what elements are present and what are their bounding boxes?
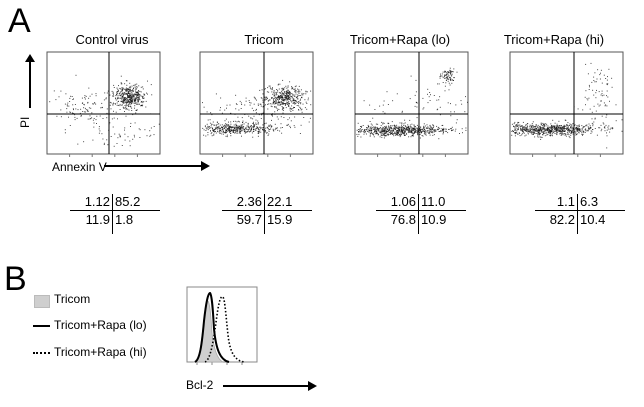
histogram-x-arrow-icon xyxy=(223,381,317,391)
dot-plot-4 xyxy=(509,51,624,157)
quad-ur: 22.1 xyxy=(267,194,293,209)
legend-swatch-dotted xyxy=(33,352,50,354)
quad-lr: 10.9 xyxy=(421,212,447,227)
quad-ul: 1.12 xyxy=(84,194,110,209)
legend-label-1: Tricom xyxy=(54,292,91,306)
quad-lr: 10.4 xyxy=(580,212,606,227)
plot-title-2: Tricom xyxy=(244,32,284,47)
panel-b-letter: B xyxy=(4,260,27,298)
histogram-x-label: Bcl-2 xyxy=(186,378,214,392)
plot-title-4: Tricom+Rapa (hi) xyxy=(503,32,605,47)
quad-ur: 11.0 xyxy=(421,194,446,209)
panel-a-letter: A xyxy=(8,2,31,40)
y-axis-label: PI xyxy=(18,116,32,128)
plot-title-1: Control virus xyxy=(75,32,149,47)
legend-swatch-solid xyxy=(33,325,50,327)
quadrant-values-1: 1.12 85.2 11.9 1.8 xyxy=(70,194,160,234)
bcl2-histogram xyxy=(186,286,258,365)
legend-label-2: Tricom+Rapa (lo) xyxy=(54,318,147,332)
y-axis-arrow-icon xyxy=(25,54,35,108)
histogram-rapa-lo xyxy=(194,291,230,363)
legend: Tricom Tricom+Rapa (lo) Tricom+Rapa (hi) xyxy=(30,290,200,370)
quad-lr: 15.9 xyxy=(267,212,293,227)
quadrant-values-4: 1.1 6.3 82.2 10.4 xyxy=(535,194,625,234)
quad-ll: 82.2 xyxy=(549,212,575,227)
quad-ul: 2.36 xyxy=(236,194,262,209)
x-axis-arrow-icon xyxy=(104,161,210,171)
quadrant-values-3: 1.06 11.0 76.8 10.9 xyxy=(376,194,466,234)
legend-label-3: Tricom+Rapa (hi) xyxy=(54,345,147,359)
quad-ul: 1.06 xyxy=(390,194,416,209)
quad-ul: 1.1 xyxy=(556,194,575,209)
flow-plots xyxy=(46,51,624,157)
quad-ur: 85.2 xyxy=(115,194,141,209)
quadrant-values-2: 2.36 22.1 59.7 15.9 xyxy=(222,194,312,234)
dot-plot-2 xyxy=(199,51,314,157)
legend-swatch-filled xyxy=(34,295,50,308)
dot-plot-3 xyxy=(354,51,469,157)
quad-ur: 6.3 xyxy=(580,194,599,209)
dot-plot-1 xyxy=(46,51,161,157)
quad-ll: 76.8 xyxy=(390,212,416,227)
plot-title-3: Tricom+Rapa (lo) xyxy=(349,32,451,47)
quad-ll: 11.9 xyxy=(85,212,110,227)
x-axis-label: Annexin V xyxy=(52,160,107,174)
quad-ll: 59.7 xyxy=(236,212,262,227)
quad-lr: 1.8 xyxy=(115,212,134,227)
